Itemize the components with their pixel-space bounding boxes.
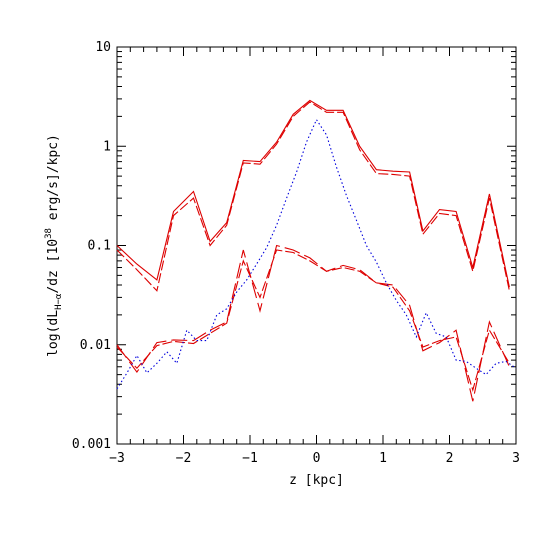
- y-label-prefix: log(dL: [46, 310, 61, 357]
- y-tick-label: 0.1: [88, 239, 111, 254]
- x-axis-label: z [kpc]: [289, 473, 344, 488]
- y-tick-label: 10: [95, 40, 111, 55]
- series-line-5: [116, 118, 517, 390]
- x-tick-label: 0: [313, 451, 321, 466]
- y-tick-label: 0.01: [80, 338, 111, 353]
- y-label-mid: /dz [10: [46, 239, 61, 294]
- series-layer: [116, 99, 517, 402]
- y-label-suffix: erg/s]/kpc): [46, 134, 61, 228]
- x-tick-label: −1: [242, 451, 258, 466]
- x-tick-label: 3: [512, 451, 520, 466]
- series-line-4: [116, 249, 510, 392]
- axis-tick-labels: −3 −2 −1 0 1 2 3 0.001 0.01 0.1 1 10: [72, 40, 520, 466]
- y-tick-label: 1: [103, 139, 111, 154]
- x-tick-label: 2: [446, 451, 454, 466]
- y-tick-label: 0.001: [72, 437, 111, 452]
- x-tick-label: −2: [176, 451, 192, 466]
- series-line-2: [116, 101, 510, 292]
- axis-ticks: [116, 47, 517, 445]
- y-label-sup: 38: [44, 228, 54, 239]
- x-tick-label: −3: [109, 451, 125, 466]
- series-line-3: [116, 244, 510, 402]
- y-label-sub: H−α: [54, 293, 64, 310]
- series-line-1: [116, 99, 510, 288]
- y-axis-label: log(dLH−α/dz [1038 erg/s]/kpc): [44, 134, 64, 357]
- x-tick-label: 1: [379, 451, 387, 466]
